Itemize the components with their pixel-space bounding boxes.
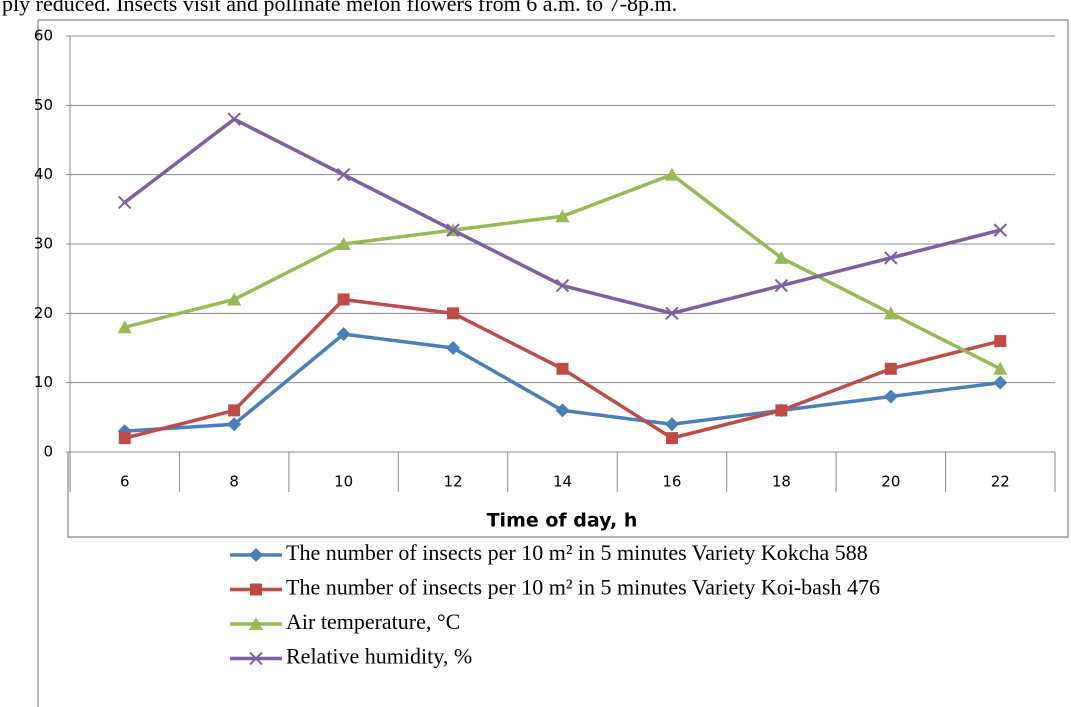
data-point [447, 307, 460, 320]
context-text: ply reduced. Insects visit and pollinate… [2, 0, 677, 16]
x-axis-title: Time of day, h [487, 510, 638, 532]
legend-label: The number of insects per 10 m² in 5 min… [286, 540, 868, 565]
data-point [775, 404, 788, 417]
data-point [446, 223, 460, 237]
data-point [227, 292, 242, 306]
data-point [884, 362, 897, 375]
legend-label: Relative humidity, % [286, 644, 472, 669]
x-tick-label: 22 [991, 473, 1010, 491]
series-line [124, 172, 1002, 371]
data-point [227, 417, 242, 432]
data-point [664, 417, 679, 432]
y-tick-label: 20 [34, 304, 53, 322]
legend-marker [250, 583, 262, 596]
legend-marker [249, 651, 263, 666]
y-tick-label: 40 [34, 165, 53, 183]
data-point [994, 335, 1007, 348]
data-point [883, 306, 898, 320]
y-tick-label: 50 [34, 96, 53, 114]
legend-marker [249, 617, 263, 630]
x-tick-label: 20 [881, 473, 900, 491]
y-tick-label: 60 [34, 27, 53, 45]
data-point [117, 320, 132, 334]
data-point [118, 195, 132, 210]
data-point [446, 341, 461, 355]
x-tick-label: 18 [772, 473, 791, 491]
data-point [774, 250, 789, 264]
data-point [555, 403, 570, 418]
data-point [227, 112, 241, 126]
data-point [336, 167, 351, 182]
data-point [555, 209, 570, 223]
data-point [993, 375, 1008, 390]
data-point [993, 361, 1008, 375]
data-point [336, 237, 351, 250]
data-point [337, 293, 350, 306]
data-point [883, 389, 898, 404]
data-point [665, 306, 679, 321]
data-point [228, 404, 241, 417]
x-tick-label: 14 [553, 473, 572, 491]
legend-label: Air temperature, °C [286, 609, 460, 634]
y-tick-label: 30 [34, 235, 53, 253]
y-tick-label: 10 [34, 373, 53, 391]
x-tick-label: 8 [229, 473, 239, 491]
data-point [118, 432, 131, 445]
data-point [336, 327, 351, 342]
legend-marker [249, 548, 263, 562]
chart-frame [37, 19, 1069, 707]
data-point [993, 223, 1007, 237]
data-point [884, 251, 898, 265]
x-tick-label: 6 [120, 473, 130, 491]
y-tick-label: 0 [43, 443, 53, 461]
data-point [665, 432, 678, 445]
legend-label: The number of insects per 10 m² in 5 min… [286, 575, 880, 600]
data-point [664, 167, 679, 181]
data-point [555, 278, 570, 293]
data-point [556, 362, 569, 375]
x-tick-label: 16 [662, 473, 681, 491]
x-tick-label: 10 [334, 473, 353, 491]
x-tick-label: 12 [444, 473, 463, 491]
data-point [774, 278, 789, 293]
